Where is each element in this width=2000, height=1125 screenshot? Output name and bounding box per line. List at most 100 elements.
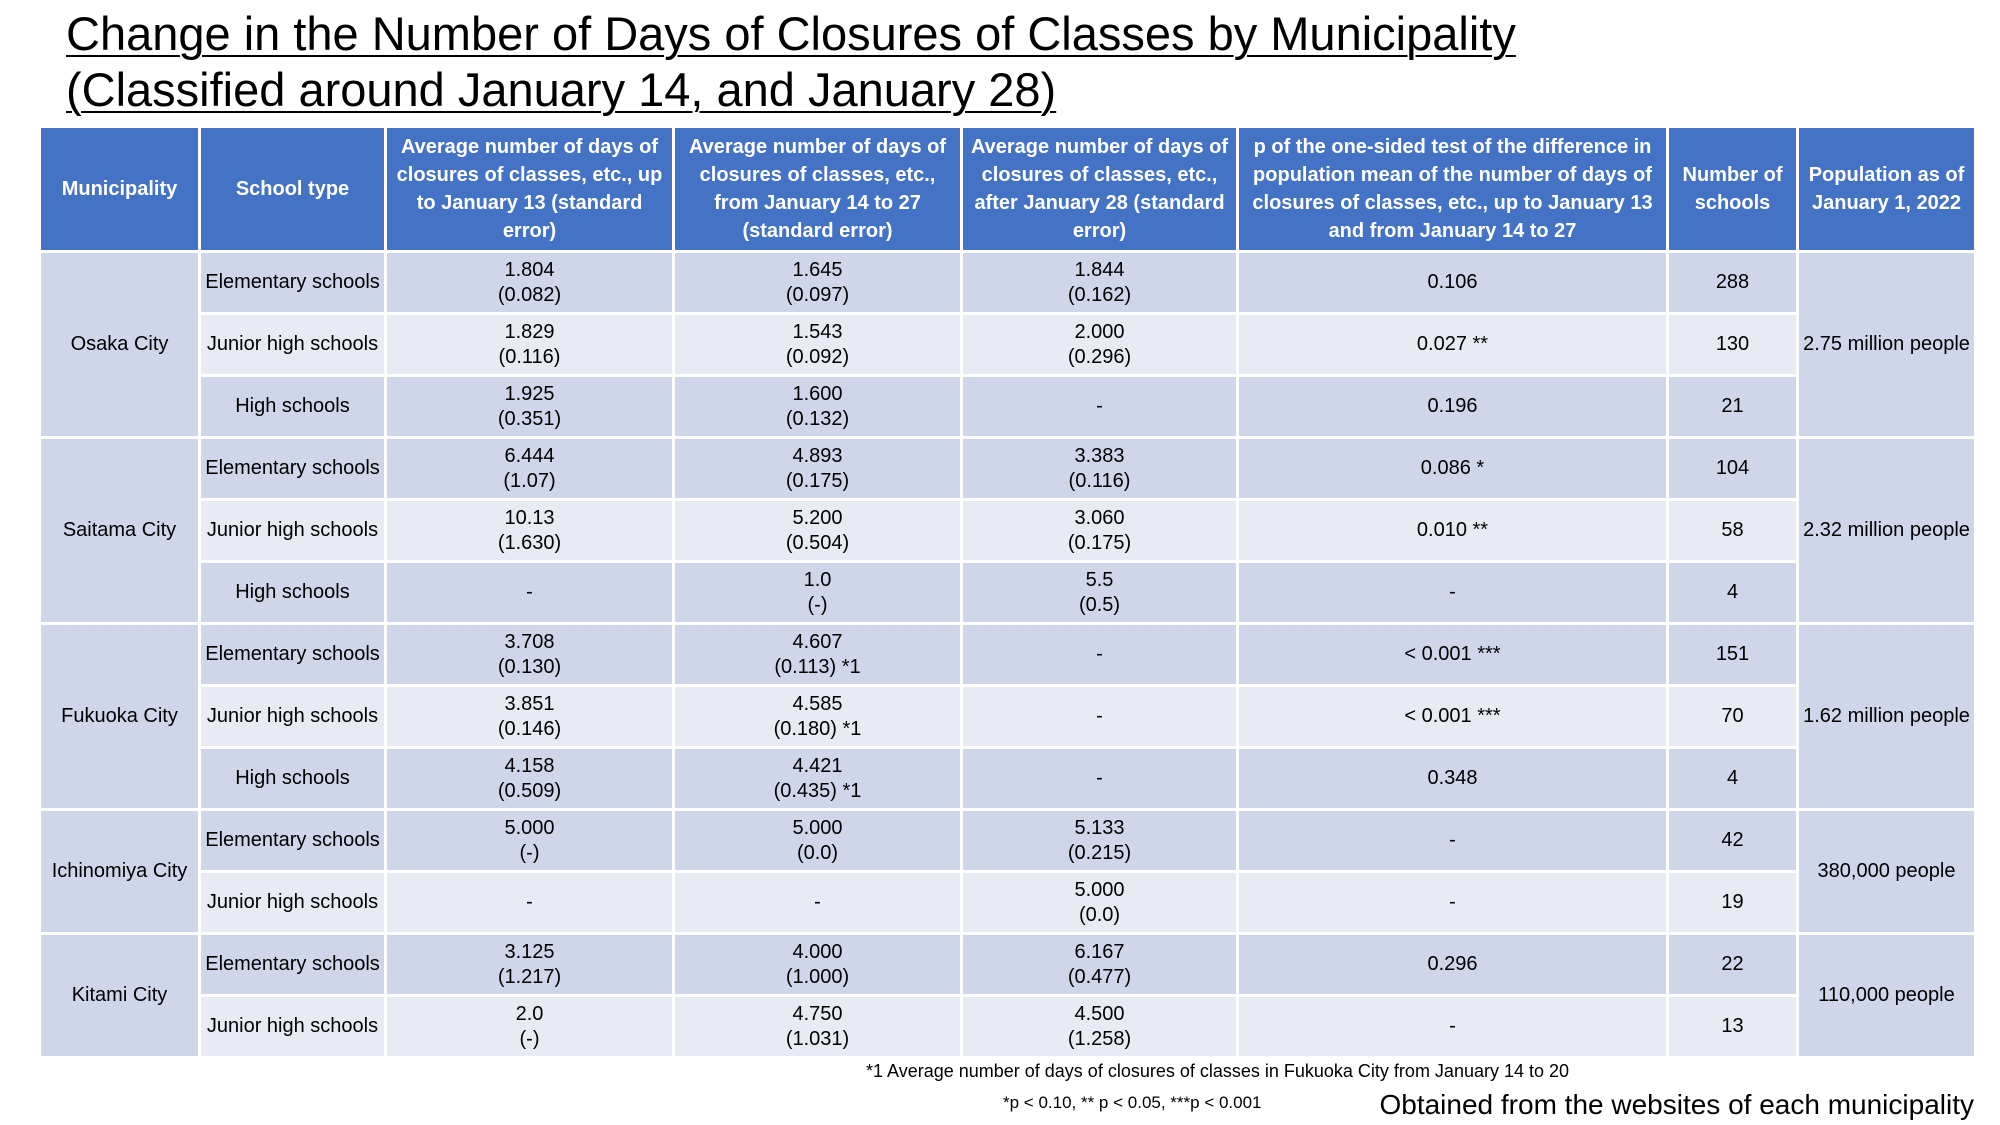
p-value-cell: 0.296	[1236, 932, 1669, 997]
school-type-cell: High schools	[198, 374, 387, 439]
p-value-cell: -	[1236, 870, 1669, 935]
jan14-27-cell: 4.607 (0.113) *1	[672, 622, 963, 687]
school-type-cell: Junior high schools	[198, 498, 387, 563]
table-row: Junior high schools 3.851 (0.146) 4.585 (0.1…	[40, 684, 1976, 749]
title-line-1: Change in the Number of Days of Closures…	[66, 7, 1516, 60]
table-row: Ichinomiya City Elementary schools 5.000 (-…	[38, 808, 1977, 935]
header-row: Municipality School type Average number …	[38, 125, 1977, 253]
after-jan28-cell-line: 5.000	[1074, 878, 1125, 901]
after-jan28-cell-line: (1.258)	[1067, 1027, 1132, 1050]
header-number-of-schools: Number of schools	[1666, 125, 1799, 253]
upto-jan13-cell: 5.000 (-)	[384, 808, 675, 873]
school-type-cell: Junior high schools	[198, 870, 387, 935]
table-row: Fukuoka City Elementary schools 3.708 (0.13…	[38, 622, 1977, 811]
jan14-27-cell: -	[672, 870, 963, 935]
upto-jan13-cell-line: -	[526, 581, 533, 603]
jan14-27-cell-line: (0.175)	[785, 469, 850, 492]
school-type-cell: Junior high schools	[198, 994, 387, 1059]
upto-jan13-cell-line: 1.804	[504, 258, 555, 281]
table-row: High schools 4.158 (0.509) 4.421 (0.435) *1-…	[40, 746, 1976, 811]
p-value-cell: -	[1236, 808, 1669, 873]
after-jan28-cell-line: 3.383	[1074, 444, 1125, 467]
jan14-27-cell-line: -	[814, 891, 821, 913]
after-jan28-cell-line: -	[1096, 767, 1103, 789]
school-type-cell: High schools	[198, 560, 387, 625]
jan14-27-cell: 4.750 (1.031)	[672, 994, 963, 1059]
footnote-significance: *p < 0.10, ** p < 0.05, ***p < 0.001	[1003, 1093, 1262, 1112]
after-jan28-cell: -	[960, 684, 1239, 749]
title-line-2: (Classified around January 14, and Janua…	[66, 63, 1057, 116]
number-of-schools-cell: 70	[1666, 684, 1799, 749]
jan14-27-cell: 1.543 (0.092)	[672, 312, 963, 377]
after-jan28-cell: 6.167 (0.477)	[960, 932, 1239, 997]
upto-jan13-cell-line: 6.444	[504, 444, 555, 467]
p-value-cell: -	[1236, 560, 1669, 625]
number-of-schools-cell: 42	[1666, 808, 1799, 873]
jan14-27-cell: 5.200 (0.504)	[672, 498, 963, 563]
number-of-schools-cell: 288	[1666, 250, 1799, 315]
upto-jan13-cell: 10.13 (1.630)	[384, 498, 675, 563]
upto-jan13-cell-line: 3.708	[504, 630, 555, 653]
header-p-value: p of the one-sided test of the differenc…	[1236, 125, 1669, 253]
header-jan14-27: Average number of days of closures of cl…	[672, 125, 963, 253]
after-jan28-cell-line: (0.477)	[1067, 965, 1132, 988]
upto-jan13-cell-line: 3.125	[504, 940, 555, 963]
upto-jan13-cell: 3.851 (0.146)	[384, 684, 675, 749]
after-jan28-cell-line: 5.133	[1074, 816, 1125, 839]
after-jan28-cell: 4.500 (1.258)	[960, 994, 1239, 1059]
jan14-27-cell-line: (1.000)	[785, 965, 850, 988]
p-value-cell: 0.086 *	[1236, 436, 1669, 501]
after-jan28-cell: -	[960, 622, 1239, 687]
number-of-schools-cell: 4	[1666, 560, 1799, 625]
upto-jan13-cell-line: (0.082)	[497, 283, 562, 306]
upto-jan13-cell-line: 2.0	[515, 1002, 544, 1025]
after-jan28-cell-line: (0.215)	[1067, 841, 1132, 864]
upto-jan13-cell-line: (1.07)	[503, 469, 556, 492]
jan14-27-cell: 1.600 (0.132)	[672, 374, 963, 439]
number-of-schools-cell: 151	[1666, 622, 1799, 687]
upto-jan13-cell-line: 5.000	[504, 816, 555, 839]
upto-jan13-cell: 1.804 (0.082)	[384, 250, 675, 315]
upto-jan13-cell: -	[384, 560, 675, 625]
p-value-cell: < 0.001 ***	[1236, 684, 1669, 749]
jan14-27-cell: 1.645 (0.097)	[672, 250, 963, 315]
page-title: Change in the Number of Days of Closures…	[66, 6, 1516, 118]
jan14-27-cell-line: 1.600	[792, 382, 843, 405]
jan14-27-cell-line: 5.000	[792, 816, 843, 839]
jan14-27-cell-line: (0.132)	[785, 407, 850, 430]
after-jan28-cell-line: 6.167	[1074, 940, 1125, 963]
after-jan28-cell-line: 1.844	[1074, 258, 1125, 281]
jan14-27-cell-line: 5.200	[792, 506, 843, 529]
upto-jan13-cell: 1.925 (0.351)	[384, 374, 675, 439]
jan14-27-cell: 4.585 (0.180) *1	[672, 684, 963, 749]
after-jan28-cell-line: (0.162)	[1067, 283, 1132, 306]
p-value-cell: 0.196	[1236, 374, 1669, 439]
jan14-27-cell-line: 4.607	[792, 630, 843, 653]
jan14-27-cell: 4.000 (1.000)	[672, 932, 963, 997]
upto-jan13-cell: 3.708 (0.130)	[384, 622, 675, 687]
population-cell: 110,000 people	[1796, 932, 1977, 1059]
header-after-jan28: Average number of days of closures of cl…	[960, 125, 1239, 253]
table-row: Junior high schools - -5.000 (0.0) -19	[40, 870, 1976, 935]
upto-jan13-cell: 2.0 (-)	[384, 994, 675, 1059]
after-jan28-cell: 3.383 (0.116)	[960, 436, 1239, 501]
table-row: Junior high schools 2.0 (-) 4.750 (1.031) 4.5…	[40, 994, 1976, 1059]
jan14-27-cell-line: (0.504)	[785, 531, 850, 554]
upto-jan13-cell-line: 1.829	[504, 320, 555, 343]
school-type-cell: Elementary schools	[198, 932, 387, 997]
jan14-27-cell-line: (0.092)	[785, 345, 850, 368]
jan14-27-cell-line: (1.031)	[785, 1027, 850, 1050]
after-jan28-cell-line: (0.0)	[1078, 903, 1121, 926]
school-type-cell: Junior high schools	[198, 684, 387, 749]
upto-jan13-cell-line: (0.130)	[497, 655, 562, 678]
school-type-cell: Elementary schools	[198, 436, 387, 501]
number-of-schools-cell: 58	[1666, 498, 1799, 563]
upto-jan13-cell-line: (-)	[519, 841, 540, 864]
jan14-27-cell-line: 4.893	[792, 444, 843, 467]
after-jan28-cell-line: (0.296)	[1067, 345, 1132, 368]
municipality-cell: Osaka City	[38, 250, 201, 439]
after-jan28-cell-line: -	[1096, 643, 1103, 665]
after-jan28-cell: 5.5 (0.5)	[960, 560, 1239, 625]
footnote-fukuoka: *1 Average number of days of closures of…	[866, 1061, 1570, 1081]
number-of-schools-cell: 22	[1666, 932, 1799, 997]
